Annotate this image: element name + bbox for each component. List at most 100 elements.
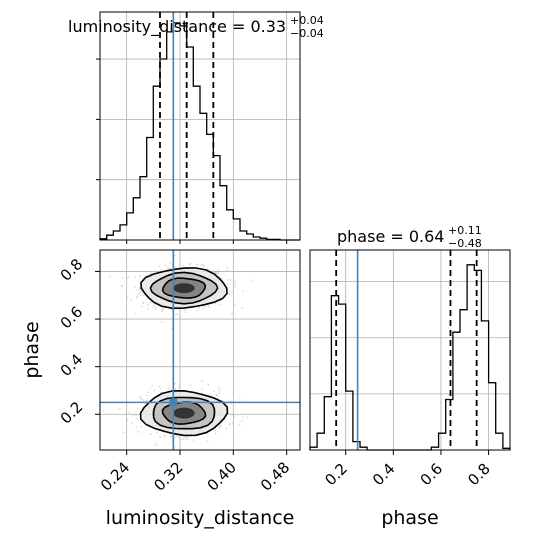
scatter-point <box>239 399 241 401</box>
scatter-point <box>233 283 236 286</box>
scatter-point <box>173 266 176 268</box>
scatter-point <box>126 296 129 298</box>
scatter-point <box>196 263 199 266</box>
scatter-point <box>242 290 245 292</box>
x-tick-label-phase: 0.8 <box>464 460 494 490</box>
scatter-point <box>234 280 237 283</box>
contour-line <box>161 401 207 425</box>
scatter-point <box>138 290 141 293</box>
scatter-point <box>186 438 189 441</box>
scatter-point <box>178 385 180 388</box>
scatter-point <box>169 435 172 438</box>
scatter-point <box>241 307 244 309</box>
scatter-point <box>135 417 138 420</box>
x-tick-label-phase: 0.4 <box>369 460 399 490</box>
scatter-point <box>145 399 148 402</box>
contour-line <box>149 271 219 305</box>
scatter-point <box>121 284 123 287</box>
scatter-point <box>153 443 156 445</box>
scatter-point <box>136 407 139 410</box>
x-tick-label-luminosity-distance: 0.24 <box>97 458 133 494</box>
scatter-point <box>198 307 201 310</box>
scatter-point <box>228 293 231 296</box>
scatter-point <box>153 303 155 305</box>
scatter-point <box>147 391 150 393</box>
scatter-point <box>134 276 137 279</box>
scatter-point <box>135 289 138 292</box>
scatter-point <box>175 435 178 438</box>
scatter-point <box>181 264 184 267</box>
scatter-point <box>208 306 211 309</box>
scatter-point <box>213 390 215 392</box>
panel-ld-marginal <box>100 12 300 240</box>
scatter-point <box>196 309 198 312</box>
scatter-point <box>175 266 178 269</box>
scatter-point <box>133 286 136 289</box>
x-axis-label-phase: phase <box>381 507 438 529</box>
scatter-point <box>126 418 129 421</box>
scatter-point <box>204 305 207 308</box>
scatter-point <box>149 272 152 275</box>
scatter-point <box>119 407 121 410</box>
x-tick-label-luminosity-distance: 0.48 <box>257 458 293 494</box>
scatter-point <box>189 384 192 386</box>
scatter-point <box>151 384 154 387</box>
scatter-point <box>225 427 228 430</box>
scatter-point <box>140 398 142 401</box>
scatter-point <box>234 286 236 288</box>
scatter-point <box>149 301 152 303</box>
scatter-point <box>154 307 157 310</box>
x-tick-label-luminosity-distance: 0.32 <box>150 458 186 494</box>
y-tick-label-phase: 0.8 <box>57 255 87 285</box>
title-luminosity-distance-lower: −0.04 <box>290 27 324 40</box>
scatter-point <box>153 305 156 308</box>
truth-marker <box>169 398 178 407</box>
scatter-point <box>167 267 170 270</box>
scatter-point <box>184 311 187 314</box>
scatter-point <box>241 420 243 422</box>
x-axis-label-luminosity-distance: luminosity_distance <box>106 507 295 529</box>
scatter-point <box>217 271 220 274</box>
scatter-point <box>128 411 131 414</box>
scatter-point <box>216 395 219 397</box>
scatter-point <box>206 268 209 270</box>
x-tick-label-phase: 0.2 <box>321 460 351 490</box>
scatter-point <box>228 423 231 426</box>
scatter-point <box>231 291 233 293</box>
scatter-point <box>220 299 222 302</box>
scatter-point <box>178 436 180 438</box>
contour-lines <box>139 267 229 437</box>
truth-lines <box>100 12 359 450</box>
frame-phase-marginal <box>309 249 511 451</box>
scatter-point <box>136 295 139 298</box>
scatter-point <box>218 392 221 395</box>
scatter-point <box>168 388 170 390</box>
scatter-point <box>182 438 185 441</box>
x-tick-label-luminosity-distance: 0.40 <box>204 458 240 494</box>
scatter-point <box>207 383 210 386</box>
x-tick-label-phase: 0.6 <box>417 460 447 490</box>
contour-line <box>139 389 229 437</box>
contour-line <box>140 267 228 310</box>
scatter-point <box>150 433 153 435</box>
scatter-point <box>140 397 142 399</box>
density-level <box>173 283 195 294</box>
scatter-point <box>200 264 203 266</box>
scatter-point <box>193 440 196 443</box>
scatter-point <box>219 426 221 428</box>
scatter-point <box>140 425 143 428</box>
scatter-point <box>147 303 149 306</box>
scatter-point <box>230 402 233 405</box>
scatter-point <box>122 277 125 279</box>
contour-line <box>161 277 207 299</box>
scatter-point <box>174 382 177 385</box>
scatter-point <box>132 414 134 417</box>
scatter-point <box>142 399 145 401</box>
title-phase-lower: −0.48 <box>448 237 482 250</box>
scatter-point <box>159 387 162 390</box>
scatter-point <box>218 303 220 306</box>
scatter-point <box>159 436 162 438</box>
scatter-point <box>206 439 209 442</box>
scatter-point <box>231 414 234 417</box>
